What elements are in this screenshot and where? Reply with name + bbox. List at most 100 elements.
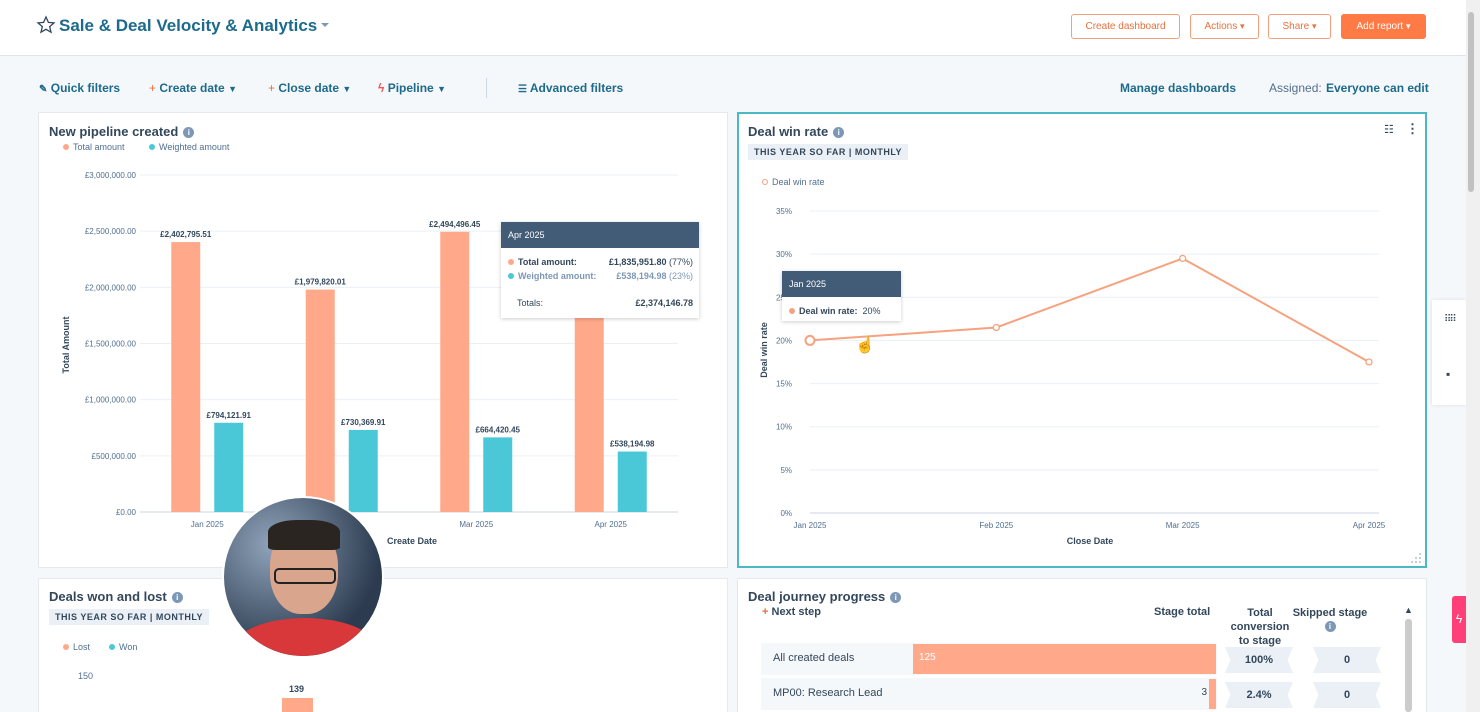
- legend-total[interactable]: Total amount: [63, 142, 125, 152]
- quick-filters-label: Quick filters: [50, 81, 121, 95]
- tooltip-dot: [508, 273, 514, 279]
- data-point: [992, 323, 1000, 332]
- info-icon[interactable]: i: [183, 127, 195, 138]
- quick-actions-button[interactable]: ϟ: [1452, 596, 1466, 643]
- manage-dashboards-link[interactable]: Manage dashboards: [1120, 81, 1237, 95]
- data-point: [1179, 254, 1187, 263]
- pipeline-label: Pipeline: [387, 81, 434, 95]
- tooltip-total-value: £1,835,951.80: [608, 257, 667, 267]
- tooltip-weighted-value: £538,194.98: [616, 271, 667, 281]
- journey-stage-count: 3: [1201, 687, 1207, 698]
- presenter-glasses: [274, 568, 336, 584]
- pipeline-filter[interactable]: ϟ Pipeline ▼: [378, 81, 446, 95]
- y-tick-label: 150: [78, 671, 94, 681]
- legend-winrate[interactable]: Deal win rate: [762, 177, 825, 187]
- add-report-button[interactable]: Add report ▾: [1341, 14, 1426, 39]
- share-button[interactable]: Share ▾: [1268, 14, 1331, 39]
- tooltip-weighted-label: Weighted amount:: [518, 271, 597, 281]
- series-line: [809, 257, 1370, 363]
- dashboard-header: Sale & Deal Velocity & Analytics Create …: [0, 0, 1466, 56]
- chevron-down-icon: ▼: [228, 84, 237, 94]
- scroll-up-icon[interactable]: ▲: [1404, 605, 1413, 615]
- y-tick-label: £3,000,000.00: [85, 171, 137, 180]
- close-date-label: Close date: [278, 81, 340, 95]
- bar-weighted: [214, 422, 244, 512]
- journey-title: Deal journey progress: [748, 589, 886, 604]
- info-icon[interactable]: i: [833, 127, 845, 138]
- favorite-star-icon[interactable]: [36, 15, 56, 35]
- journey-row[interactable]: MP00: Research Lead 3: [761, 678, 1217, 710]
- close-date-filter[interactable]: + Close date ▼: [268, 81, 351, 95]
- tooltip-totals-value: £2,374,146.78: [635, 298, 693, 308]
- y-tick-label: 35%: [776, 207, 792, 216]
- y-axis-title: Total Amount: [61, 317, 71, 374]
- actions-button[interactable]: Actions ▾: [1190, 14, 1259, 39]
- chevron-down-icon[interactable]: [320, 21, 330, 29]
- legend-lost[interactable]: Lost: [63, 642, 90, 652]
- x-tick-label: Apr 2025: [595, 520, 628, 529]
- more-options-icon[interactable]: ⋮: [1406, 121, 1419, 136]
- won-lost-card: [38, 578, 728, 712]
- create-date-filter[interactable]: + Create date ▼: [149, 81, 237, 95]
- y-tick-label: £500,000.00: [92, 452, 137, 461]
- settings-sliders-icon[interactable]: ☷: [1384, 124, 1394, 136]
- journey-stage-count: 125: [919, 652, 936, 663]
- chat-icon[interactable]: ▪: [1446, 367, 1451, 381]
- add-report-label: Add report: [1356, 21, 1404, 32]
- x-tick-label: Feb 2025: [979, 521, 1013, 530]
- assigned-label: Assigned:: [1269, 81, 1322, 95]
- bar-data-label: £538,194.98: [610, 440, 655, 449]
- date-range-tag: THIS YEAR SO FAR | MONTHLY: [748, 144, 909, 160]
- legend-dot: [149, 144, 155, 150]
- y-tick-label: £2,000,000.00: [85, 283, 137, 292]
- advanced-filters-button[interactable]: ☰ Advanced filters: [518, 81, 623, 95]
- info-icon[interactable]: i: [890, 592, 902, 603]
- next-step-button[interactable]: + Next step: [762, 606, 821, 618]
- page-scrollbar-thumb[interactable]: [1468, 12, 1474, 192]
- journey-stage-bar: [1209, 679, 1216, 709]
- legend-dot: [63, 144, 69, 150]
- resize-handle-icon[interactable]: [1408, 550, 1422, 564]
- next-step-label: Next step: [771, 606, 822, 618]
- apps-grid-icon[interactable]: ⠿⠿: [1444, 314, 1457, 325]
- y-tick-label: 20%: [776, 336, 792, 345]
- legend-won[interactable]: Won: [109, 642, 137, 652]
- dashboard-title[interactable]: Sale & Deal Velocity & Analytics: [59, 16, 318, 35]
- bar-data-label: £2,494,496.45: [429, 220, 481, 229]
- x-tick-label: Mar 2025: [459, 520, 493, 529]
- y-tick-label: £2,500,000.00: [85, 227, 137, 236]
- tooltip-total-value-row: £1,835,951.80 (77%): [609, 257, 693, 267]
- pipeline-tooltip: Apr 2025 Total amount: £1,835,951.80 (77…: [501, 222, 699, 318]
- bar-data-label: £2,402,795.51: [160, 230, 212, 239]
- data-point: [1365, 358, 1373, 366]
- plus-icon: +: [762, 606, 769, 618]
- data-point: [804, 334, 816, 346]
- y-tick-label: 5%: [780, 466, 792, 475]
- hand-cursor-icon: ☝: [855, 337, 875, 354]
- create-dashboard-label: Create dashboard: [1085, 21, 1166, 32]
- quick-filters-button[interactable]: ✎ Quick filters: [39, 81, 120, 95]
- journey-row[interactable]: All created deals 125: [761, 643, 1217, 675]
- bar-lost[interactable]: [282, 698, 313, 712]
- x-tick-label: Jan 2025: [794, 521, 827, 530]
- bar-data-label: £730,369.91: [341, 418, 386, 427]
- winrate-tooltip: Jan 2025 Deal win rate: 20%: [782, 271, 901, 321]
- journey-scrollbar[interactable]: [1405, 619, 1412, 712]
- bar-data-label: £794,121.91: [207, 411, 252, 420]
- assigned-value-link[interactable]: Everyone can edit: [1326, 81, 1429, 95]
- presenter-shirt: [234, 618, 376, 656]
- create-dashboard-button[interactable]: Create dashboard: [1071, 14, 1180, 39]
- tooltip-label: Deal win rate:: [799, 306, 858, 316]
- tooltip-weighted-pct: (23%): [668, 271, 693, 281]
- y-tick-label: £0.00: [116, 508, 137, 517]
- col-conversion: Total conversion to stage: [1230, 607, 1290, 647]
- card-title: Deal win rate i: [748, 124, 845, 139]
- journey-stage-name: All created deals: [773, 652, 855, 664]
- x-axis-title: Close Date: [1067, 536, 1114, 546]
- legend-weighted[interactable]: Weighted amount: [149, 142, 229, 152]
- info-icon[interactable]: i: [1324, 621, 1336, 632]
- y-tick-label: 10%: [776, 423, 792, 432]
- info-icon[interactable]: i: [171, 592, 183, 603]
- col-skipped: Skipped stage i: [1290, 606, 1370, 634]
